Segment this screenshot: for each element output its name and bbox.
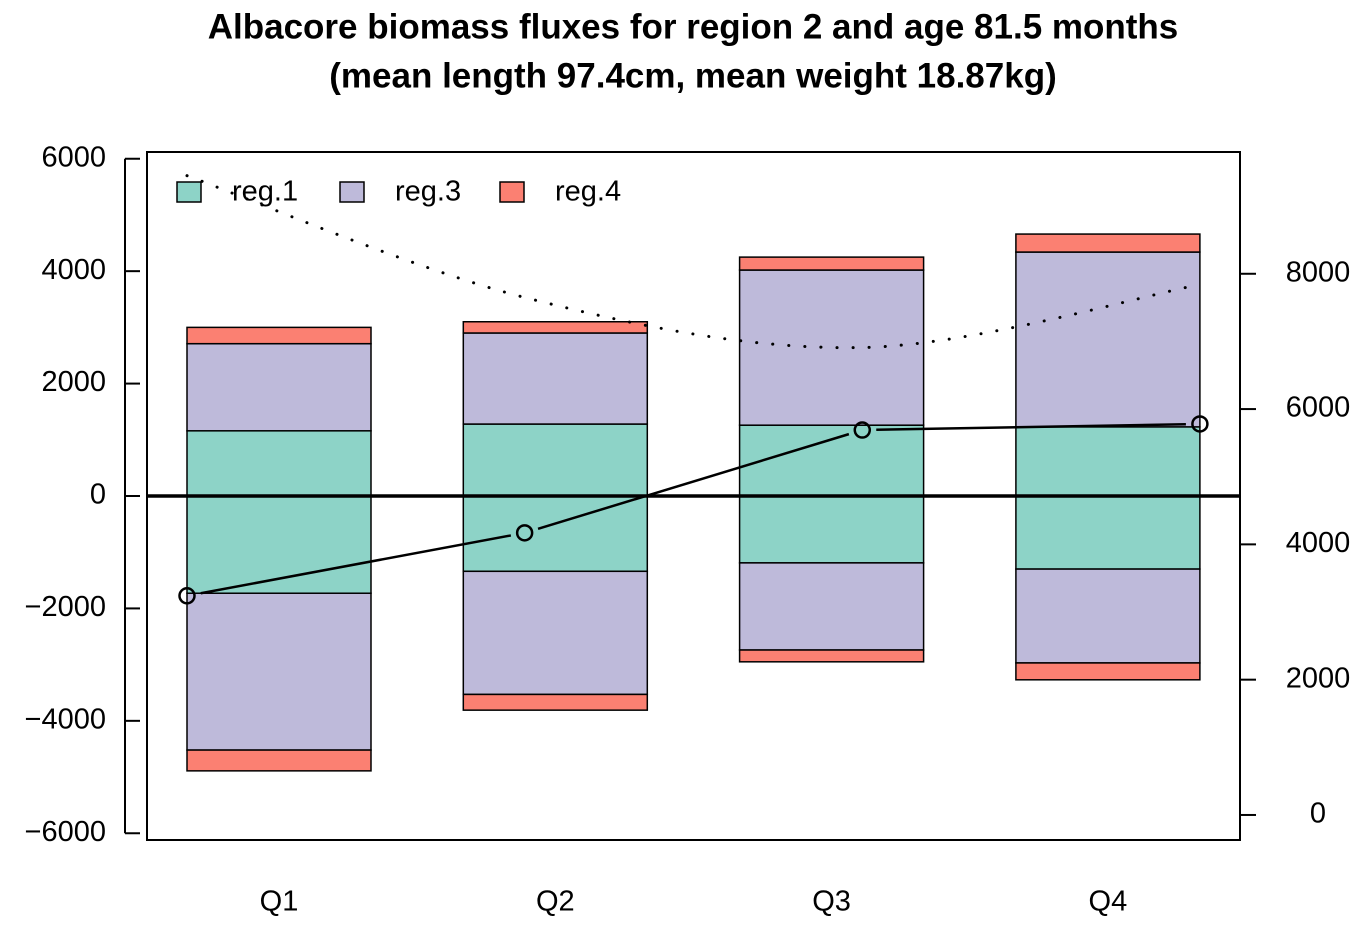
- x-tick-label: Q2: [536, 886, 575, 918]
- y-tick-label: 2000: [41, 366, 106, 398]
- bar-segment: [1015, 251, 1201, 428]
- line-segment: [537, 432, 850, 530]
- y2-tick-label: 6000: [1286, 392, 1351, 424]
- x-tick-label: Q3: [812, 886, 851, 918]
- line-segment: [200, 534, 512, 595]
- legend-swatch: [176, 181, 202, 203]
- bar-segment: [738, 562, 925, 651]
- y2-tick-label: 2000: [1286, 662, 1351, 694]
- dotted-line: [185, 174, 1202, 350]
- line-marker: [515, 524, 534, 542]
- bar-segment: [186, 342, 372, 432]
- bar-segment: [738, 649, 925, 663]
- bar-segment: [186, 749, 372, 772]
- legend-label: reg.4: [555, 176, 621, 208]
- legend-swatch: [339, 181, 365, 203]
- bar-segment: [462, 423, 649, 497]
- y2-tick-label: 4000: [1286, 527, 1351, 559]
- bar-segment: [1015, 426, 1201, 497]
- legend-label: reg.1: [232, 176, 298, 208]
- bar-segment: [1015, 568, 1201, 664]
- bar-segment: [186, 495, 372, 594]
- y-tick-label: −2000: [25, 591, 106, 623]
- y-tick-label: 0: [90, 479, 106, 511]
- legend-label: reg.3: [395, 176, 461, 208]
- bar-segment: [738, 495, 925, 564]
- bar-segment: [738, 424, 925, 497]
- bar-segment: [738, 269, 925, 426]
- line-marker: [178, 587, 196, 605]
- bar-segment: [462, 332, 649, 425]
- y-tick-label: 6000: [41, 141, 106, 173]
- bar-segment: [462, 495, 649, 573]
- x-tick-label: Q4: [1089, 886, 1128, 918]
- bar-segment: [738, 256, 925, 271]
- legend-swatch: [499, 181, 525, 203]
- bar-segment: [1015, 662, 1201, 681]
- bar-segment: [1015, 495, 1201, 570]
- chart-subtitle: (mean length 97.4cm, mean weight 18.87kg…: [329, 56, 1056, 95]
- line-segment: [876, 422, 1186, 432]
- bar-segment: [186, 430, 372, 497]
- y-tick-label: 4000: [41, 254, 106, 286]
- plot-frame: [146, 151, 1241, 841]
- y2-tick-label: 0: [1310, 798, 1326, 830]
- bar-segment: [186, 326, 372, 345]
- bar-segment: [462, 693, 649, 711]
- bar-segment: [462, 570, 649, 696]
- bar-segment: [186, 592, 372, 751]
- bar-segment: [1015, 233, 1201, 253]
- chart-title: Albacore biomass fluxes for region 2 and…: [208, 7, 1179, 46]
- line-marker: [1191, 415, 1209, 433]
- y-tick-label: −4000: [25, 703, 106, 735]
- line-marker: [853, 421, 872, 439]
- y-tick-label: −6000: [25, 816, 106, 848]
- x-tick-label: Q1: [260, 886, 299, 918]
- y2-tick-label: 8000: [1286, 256, 1351, 288]
- bar-segment: [462, 321, 649, 334]
